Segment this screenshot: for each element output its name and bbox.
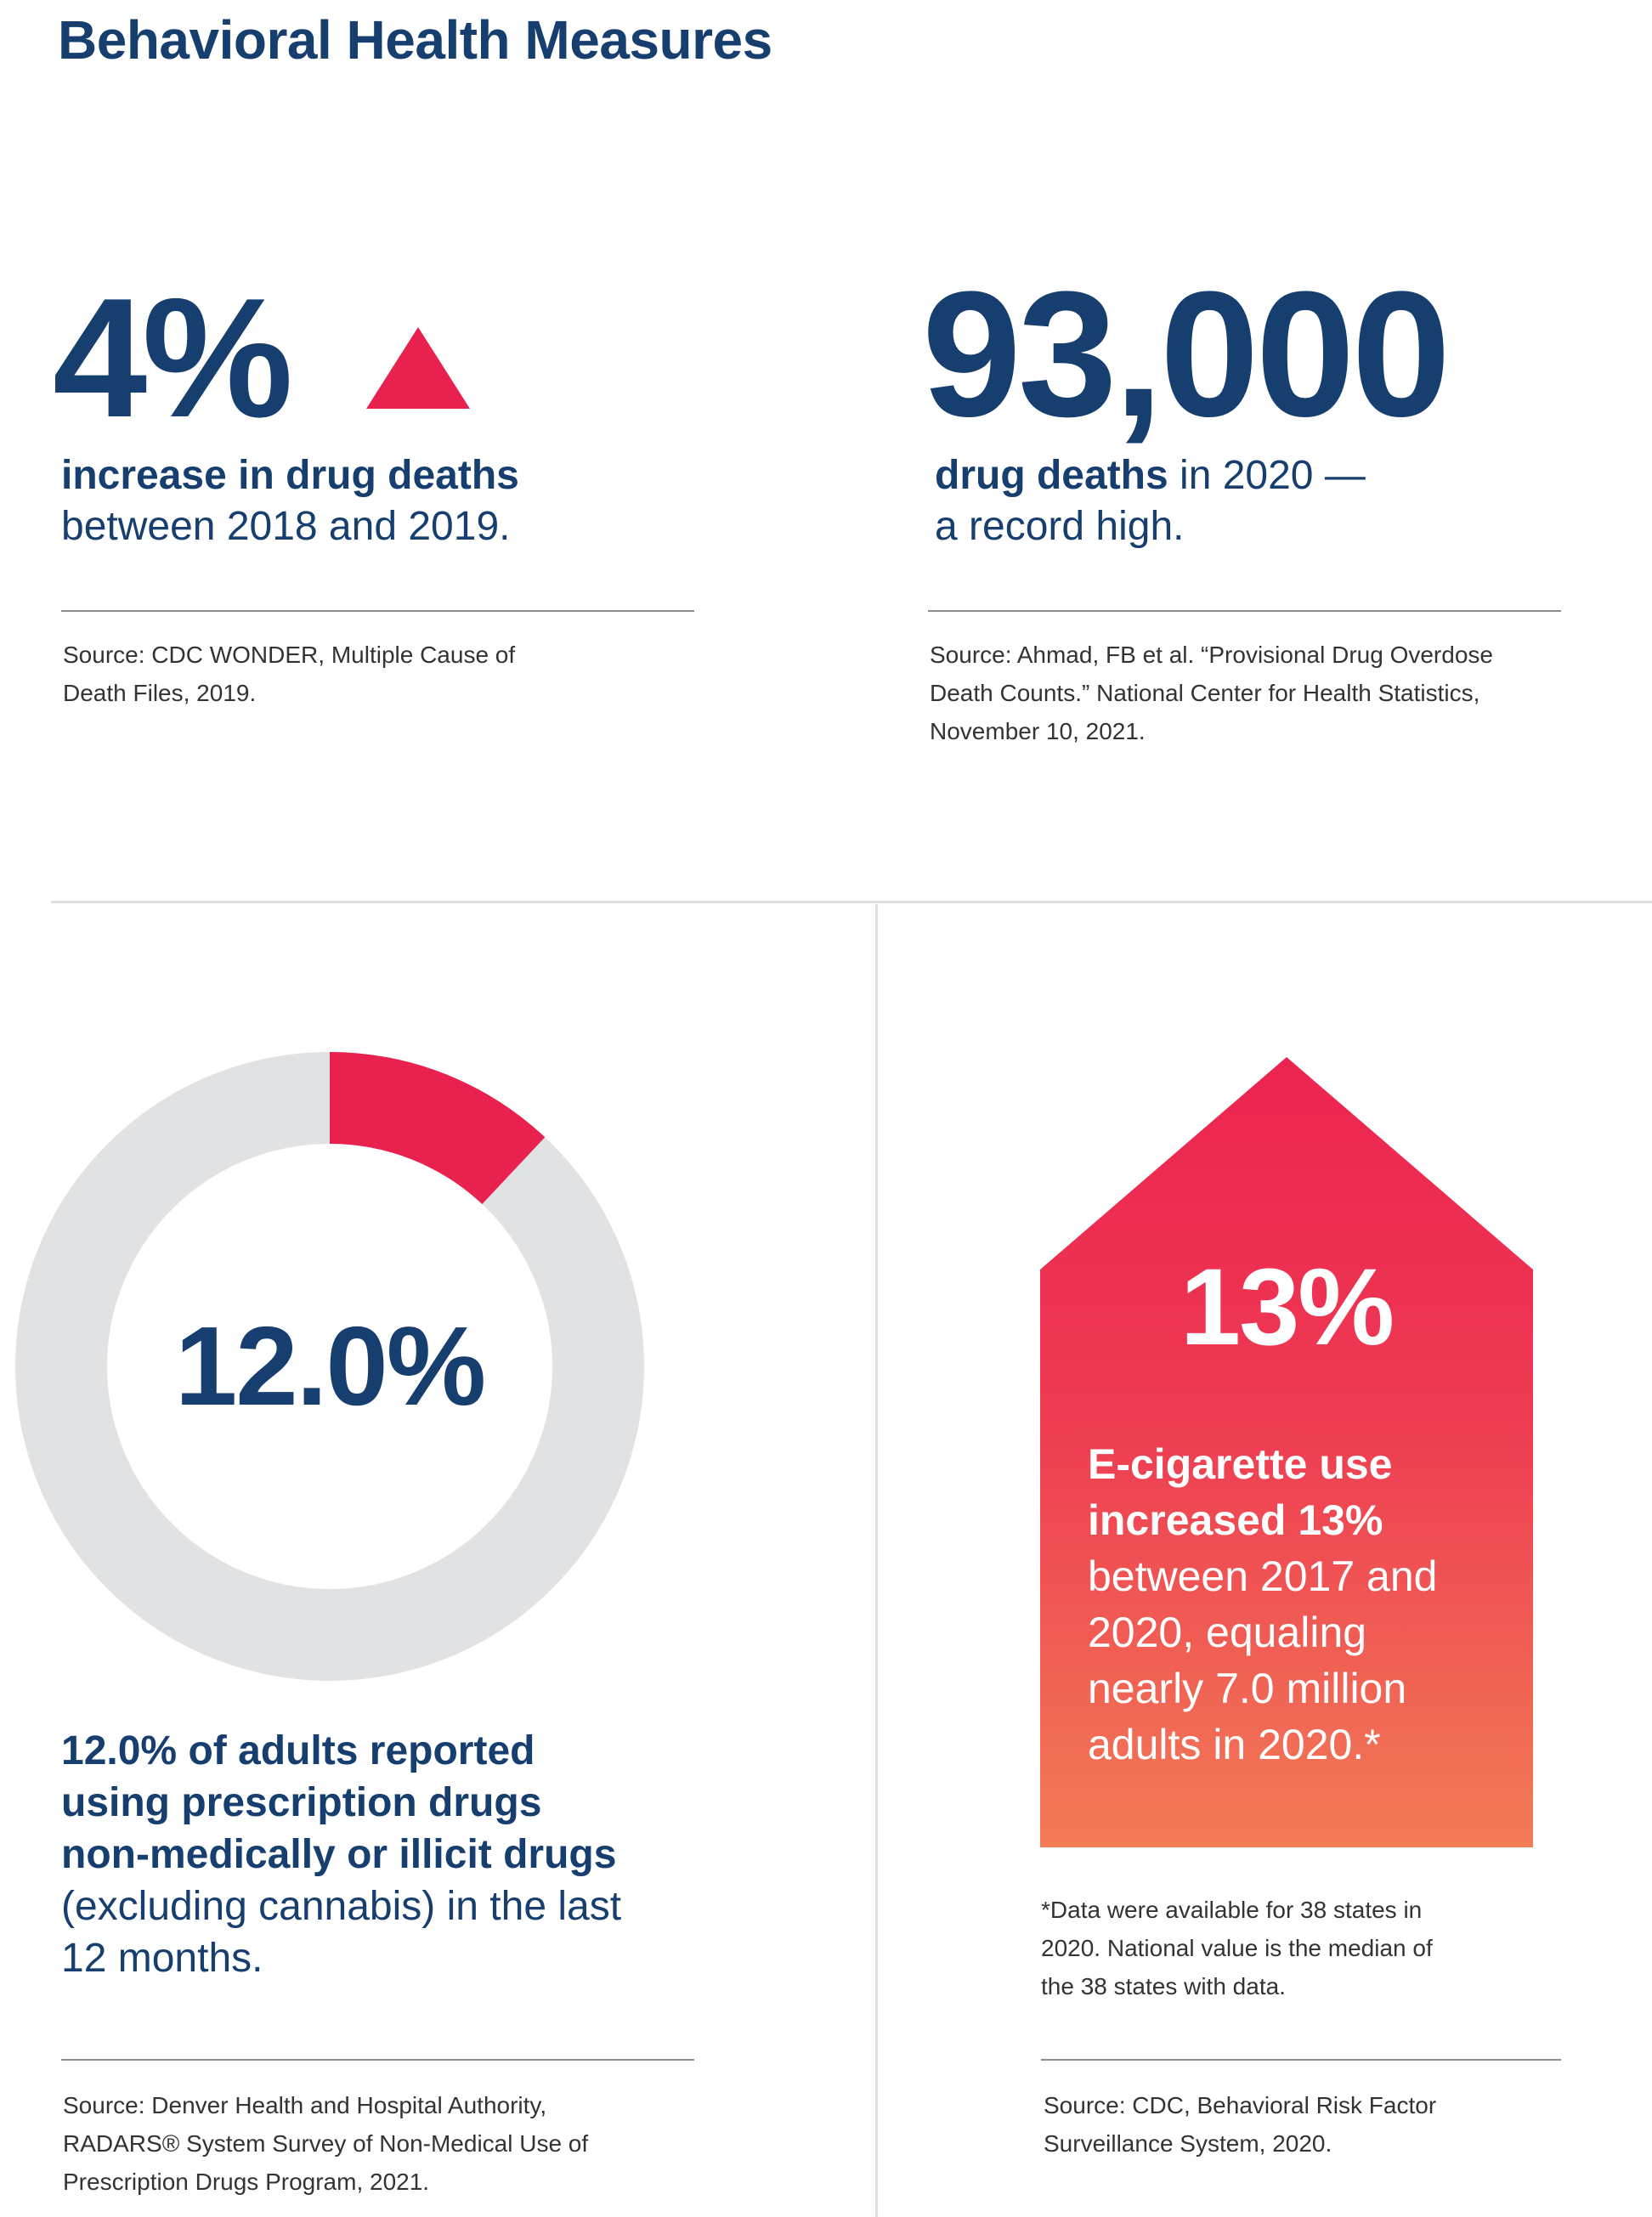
source-rule: [1041, 2059, 1561, 2061]
stat-value: 4%: [53, 263, 293, 453]
stat-description: increase in drug deaths between 2018 and…: [61, 450, 707, 552]
page-title: Behavioral Health Measures: [58, 9, 772, 71]
stat-regular-text: (excluding cannabis) in the last: [61, 1884, 622, 1929]
source-line: November 10, 2021.: [930, 718, 1146, 744]
stat-regular-text: 2020, equaling: [1088, 1609, 1367, 1656]
section-divider-horizontal: [51, 901, 1652, 903]
source-citation: Source: CDC WONDER, Multiple Cause of De…: [63, 636, 515, 712]
stat-regular-text: nearly 7.0 million: [1088, 1665, 1407, 1712]
stat-bold-text: non-medically or illicit drugs: [61, 1832, 617, 1877]
footnote-line: *Data were available for 38 states in: [1041, 1897, 1423, 1923]
source-citation: Source: Ahmad, FB et al. “Provisional Dr…: [930, 636, 1493, 750]
donut-chart: [15, 1052, 644, 1681]
source-line: Surveillance System, 2020.: [1044, 2130, 1332, 2157]
house-value: 13%: [1180, 1247, 1395, 1368]
stat-bold-text: using prescription drugs: [61, 1780, 542, 1825]
stat-value: 93,000: [922, 254, 1451, 454]
stat-regular-text: adults in 2020.*: [1088, 1721, 1381, 1768]
stat-regular-text: between 2017 and: [1088, 1552, 1438, 1600]
stat-regular-text: in 2020 —: [1168, 453, 1366, 498]
footnote-line: the 38 states with data.: [1041, 1973, 1286, 1999]
source-line: RADARS® System Survey of Non-Medical Use…: [63, 2130, 589, 2157]
section-divider-vertical: [875, 904, 878, 2217]
source-line: Prescription Drugs Program, 2021.: [63, 2169, 430, 2195]
stat-regular-text: 12 months.: [61, 1936, 263, 1981]
source-rule: [928, 610, 1561, 612]
footnote-line: 2020. National value is the median of: [1041, 1935, 1433, 1961]
up-triangle-icon: [366, 327, 470, 409]
source-citation: Source: Denver Health and Hospital Autho…: [63, 2086, 588, 2201]
source-line: Source: CDC WONDER, Multiple Cause of: [63, 642, 516, 668]
house-shape: [1040, 1057, 1533, 1847]
source-line: Source: Denver Health and Hospital Autho…: [63, 2092, 547, 2118]
donut-center-value: 12.0%: [174, 1304, 486, 1428]
source-line: Death Files, 2019.: [63, 680, 257, 706]
footnote: *Data were available for 38 states in 20…: [1041, 1891, 1433, 2005]
house-description: E-cigarette use increased 13% between 20…: [1088, 1436, 1513, 1773]
source-rule: [61, 2059, 694, 2061]
source-line: Source: Ahmad, FB et al. “Provisional Dr…: [930, 642, 1493, 668]
stat-bold-text: drug deaths: [935, 453, 1168, 498]
source-line: Death Counts.” National Center for Healt…: [930, 680, 1480, 706]
stat-bold-text: increase in drug deaths: [61, 453, 519, 498]
stat-bold-text: increased 13%: [1088, 1496, 1383, 1544]
stat-bold-text: E-cigarette use: [1088, 1440, 1393, 1488]
source-line: Source: CDC, Behavioral Risk Factor: [1044, 2092, 1437, 2118]
donut-segment: [330, 1052, 546, 1205]
stat-regular-text: a record high.: [935, 504, 1185, 549]
stat-regular-text: between 2018 and 2019.: [61, 504, 511, 549]
source-rule: [61, 610, 694, 612]
stat-description: 12.0% of adults reported using prescript…: [61, 1725, 741, 1984]
stat-description: drug deaths in 2020 — a record high.: [935, 450, 1598, 552]
source-citation: Source: CDC, Behavioral Risk Factor Surv…: [1044, 2086, 1436, 2163]
stat-bold-text: 12.0% of adults reported: [61, 1728, 535, 1773]
